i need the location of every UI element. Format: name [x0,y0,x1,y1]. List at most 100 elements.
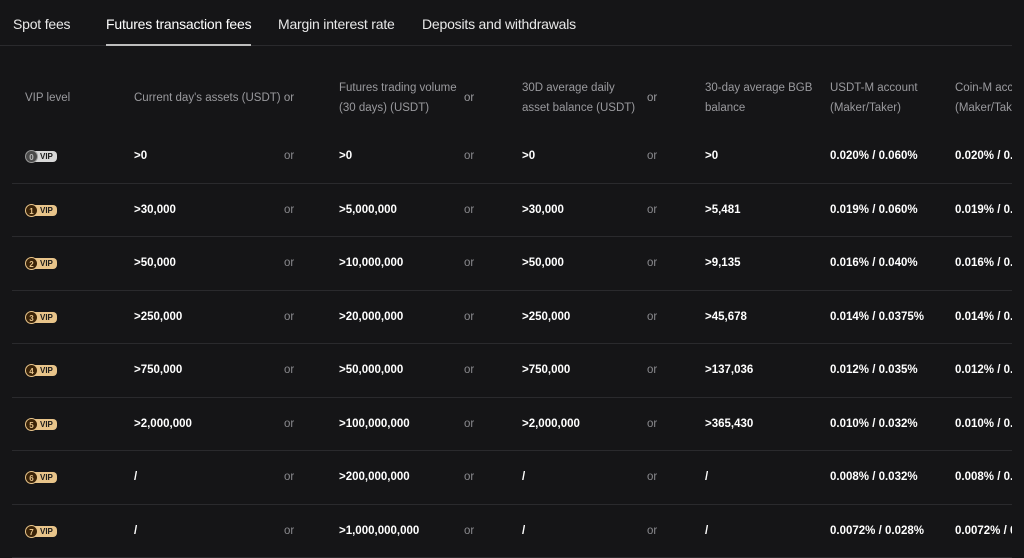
header-or: or [464,88,474,108]
vip-badge: 1 VIP [25,204,57,217]
vip-badge: 0 VIP [25,150,57,163]
vip-badge: 4 VIP [25,364,57,377]
cell-assets: / [134,505,137,558]
vip-level-number: 5 [25,418,38,431]
fee-tabs: Spot fees Futures transaction fees Margi… [0,0,1012,46]
cell-coin-m-fee: 0.014% / 0.0375% [955,291,1012,344]
cell-usdt-m-fee: 0.019% / 0.060% [830,184,918,237]
cell-or: or [464,130,474,183]
cell-balance: / [522,505,525,558]
cell-coin-m-fee: 0.016% / 0.040% [955,237,1012,290]
tab-spot-fees[interactable]: Spot fees [13,16,70,32]
table-row: 3 VIP >250,000 or >20,000,000 or >250,00… [12,291,1012,345]
cell-assets: >30,000 [134,184,176,237]
vip-level-number: 1 [25,204,38,217]
cell-or: or [464,184,474,237]
cell-usdt-m-fee: 0.014% / 0.0375% [830,291,924,344]
cell-or: or [284,237,294,290]
cell-assets: >2,000,000 [134,398,192,451]
table-row: 0 VIP >0 or >0 or >0 or >0 0.020% / 0.06… [12,130,1012,184]
header-usdt-m: USDT-M account(Maker/Taker) [830,78,918,118]
cell-or: or [284,451,294,504]
vip-badge: 5 VIP [25,418,57,431]
vip-level-number: 7 [25,525,38,538]
cell-usdt-m-fee: 0.012% / 0.035% [830,344,918,397]
cell-usdt-m-fee: 0.0072% / 0.028% [830,505,924,558]
vip-level-number: 4 [25,364,38,377]
cell-coin-m-fee: 0.008% / 0.032% [955,451,1012,504]
cell-assets: >250,000 [134,291,182,344]
vip-badge: 6 VIP [25,471,57,484]
cell-assets: >750,000 [134,344,182,397]
cell-or: or [647,291,657,344]
cell-or: or [647,344,657,397]
cell-or: or [647,451,657,504]
vip-badge: 3 VIP [25,311,57,324]
vip-badge: 7 VIP [25,525,57,538]
cell-balance: >0 [522,130,535,183]
cell-or: or [284,291,294,344]
cell-bgb: >9,135 [705,237,741,290]
header-or: or [647,88,657,108]
cell-balance: / [522,451,525,504]
cell-usdt-m-fee: 0.020% / 0.060% [830,130,918,183]
header-assets: Current day's assets (USDT) or [134,88,294,108]
table-row: 2 VIP >50,000 or >10,000,000 or >50,000 … [12,237,1012,291]
vip-level-number: 6 [25,471,38,484]
cell-volume: >50,000,000 [339,344,403,397]
header-vip-level: VIP level [25,88,70,108]
cell-or: or [284,344,294,397]
cell-bgb: / [705,505,708,558]
table-row: 1 VIP >30,000 or >5,000,000 or >30,000 o… [12,184,1012,238]
tab-margin-interest-rate[interactable]: Margin interest rate [278,16,395,32]
cell-or: or [284,505,294,558]
cell-coin-m-fee: 0.0072% / 0.028% [955,505,1012,558]
table-row: 5 VIP >2,000,000 or >100,000,000 or >2,0… [12,398,1012,452]
table-row: 6 VIP / or >200,000,000 or / or / 0.008%… [12,451,1012,505]
cell-volume: >0 [339,130,352,183]
cell-volume: >1,000,000,000 [339,505,419,558]
cell-or: or [284,184,294,237]
vip-level-number: 2 [25,257,38,270]
cell-balance: >50,000 [522,237,564,290]
cell-bgb: >45,678 [705,291,747,344]
cell-coin-m-fee: 0.019% / 0.060% [955,184,1012,237]
cell-assets: / [134,451,137,504]
cell-coin-m-fee: 0.010% / 0.032% [955,398,1012,451]
table-row: 4 VIP >750,000 or >50,000,000 or >750,00… [12,344,1012,398]
cell-usdt-m-fee: 0.008% / 0.032% [830,451,918,504]
cell-volume: >100,000,000 [339,398,410,451]
cell-bgb: >0 [705,130,718,183]
cell-volume: >5,000,000 [339,184,397,237]
cell-or: or [647,237,657,290]
cell-balance: >2,000,000 [522,398,580,451]
cell-or: or [647,505,657,558]
cell-usdt-m-fee: 0.010% / 0.032% [830,398,918,451]
cell-balance: >30,000 [522,184,564,237]
cell-or: or [464,398,474,451]
tab-deposits-withdrawals[interactable]: Deposits and withdrawals [422,16,576,32]
cell-or: or [464,451,474,504]
cell-or: or [647,184,657,237]
cell-assets: >50,000 [134,237,176,290]
cell-or: or [647,398,657,451]
table-row: 7 VIP / or >1,000,000,000 or / or / 0.00… [12,505,1012,558]
header-volume: Futures trading volume(30 days) (USDT) [339,78,457,118]
cell-coin-m-fee: 0.020% / 0.060% [955,130,1012,183]
cell-or: or [464,237,474,290]
cell-volume: >10,000,000 [339,237,403,290]
vip-level-number: 0 [25,150,38,163]
header-coin-m: Coin-M account(Maker/Taker) [955,78,1012,118]
cell-balance: >750,000 [522,344,570,397]
vip-level-number: 3 [25,311,38,324]
cell-assets: >0 [134,130,147,183]
table-header: VIP level Current day's assets (USDT) or… [0,60,1024,130]
cell-or: or [464,291,474,344]
cell-balance: >250,000 [522,291,570,344]
cell-or: or [464,344,474,397]
cell-usdt-m-fee: 0.016% / 0.040% [830,237,918,290]
cell-bgb: >365,430 [705,398,753,451]
tab-futures-transaction-fees[interactable]: Futures transaction fees [106,16,251,32]
